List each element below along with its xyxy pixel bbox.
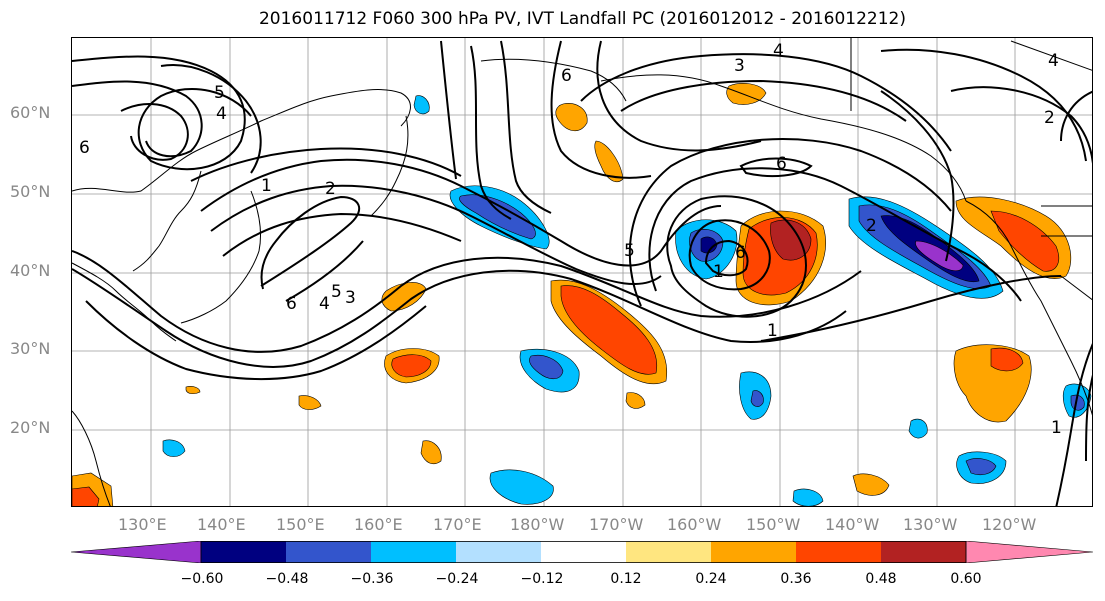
colorbar: [71, 541, 1093, 563]
lon-label-120w: 120°W: [982, 515, 1037, 534]
ivt-shading: [72, 83, 1092, 506]
colorbar-tick-9: 0.60: [950, 571, 982, 587]
contour-label-5: 5: [214, 83, 225, 103]
colorbar-tick-6: 0.24: [695, 571, 727, 587]
coastlines: [72, 38, 1092, 506]
colorbar-tick-7: 0.36: [780, 571, 812, 587]
colorbar-segment-5: [541, 541, 626, 563]
lon-label-140e: 140°E: [197, 515, 246, 534]
colorbar-tick-2: −0.36: [350, 571, 394, 587]
contour-label-3b: 3: [734, 56, 745, 76]
contour-label-1b: 1: [713, 262, 724, 282]
contour-label-2: 2: [325, 179, 336, 199]
lon-label-150w: 150°W: [746, 515, 801, 534]
contour-label-5c: 5: [624, 241, 635, 261]
lon-label-160e: 160°E: [354, 515, 403, 534]
lon-label-170e: 170°E: [433, 515, 482, 534]
lat-label-40n: 40°N: [10, 261, 51, 280]
contour-label-6c: 6: [735, 243, 746, 263]
colorbar-tick-3: −0.24: [435, 571, 479, 587]
map-title: 2016011712 F060 300 hPa PV, IVT Landfall…: [258, 9, 906, 29]
lon-label-130e: 130°E: [118, 515, 167, 534]
contour-label-6b: 6: [286, 294, 297, 314]
colorbar-tick-4: −0.12: [520, 571, 564, 587]
contour-label-1c: 1: [767, 321, 778, 341]
lat-label-60n: 60°N: [10, 103, 51, 122]
colorbar-tick-0: −0.60: [180, 571, 224, 587]
contour-label-4b: 4: [319, 294, 330, 314]
lon-label-140w: 140°W: [825, 515, 880, 534]
contour-label-2b: 2: [866, 216, 877, 236]
colorbar-segment-7: [711, 541, 796, 563]
colorbar-tick-8: 0.48: [865, 571, 897, 587]
lat-label-30n: 30°N: [10, 339, 51, 358]
lon-label-180w: 180°W: [510, 515, 565, 534]
map-canvas: 5 4 6 1 2 6 4 5 3 5 6 1 1 2 3 4 6 6 2 4 …: [72, 38, 1092, 506]
contour-label-1d: 1: [1051, 418, 1062, 438]
colorbar-segment-8: [796, 541, 881, 563]
colorbar-segment-2: [286, 541, 371, 563]
contour-label-4c: 4: [773, 41, 784, 61]
colorbar-segment-9: [881, 541, 966, 563]
contour-label-2c: 2: [1044, 108, 1055, 128]
contour-label-5b: 5: [331, 282, 342, 302]
lon-label-130w: 130°W: [903, 515, 958, 534]
contour-label-6d: 6: [776, 154, 787, 174]
lon-label-170w: 170°W: [589, 515, 644, 534]
contour-label-6e: 6: [561, 66, 572, 86]
contour-label-4: 4: [216, 104, 227, 124]
contour-label-1: 1: [261, 176, 272, 196]
colorbar-tick-1: −0.48: [265, 571, 309, 587]
colorbar-segment-6: [626, 541, 711, 563]
colorbar-segment-1: [201, 541, 286, 563]
contour-label-6: 6: [79, 138, 90, 158]
lat-label-20n: 20°N: [10, 418, 51, 437]
contour-labels: 5 4 6 1 2 6 4 5 3 5 6 1 1 2 3 4 6 6 2 4 …: [79, 41, 1062, 438]
lon-label-150e: 150°E: [276, 515, 325, 534]
colorbar-segment-10: [965, 541, 1093, 563]
colorbar-segment-4: [456, 541, 541, 563]
lat-label-50n: 50°N: [10, 182, 51, 201]
contour-label-3: 3: [345, 288, 356, 308]
lon-label-160w: 160°W: [667, 515, 722, 534]
colorbar-segment-3: [371, 541, 456, 563]
colorbar-tick-5: 0.12: [610, 571, 642, 587]
map-panel: 5 4 6 1 2 6 4 5 3 5 6 1 1 2 3 4 6 6 2 4 …: [71, 37, 1093, 507]
pv-contours: [72, 40, 1092, 506]
contour-label-4d: 4: [1048, 51, 1059, 71]
colorbar-segment-0: [71, 541, 202, 563]
